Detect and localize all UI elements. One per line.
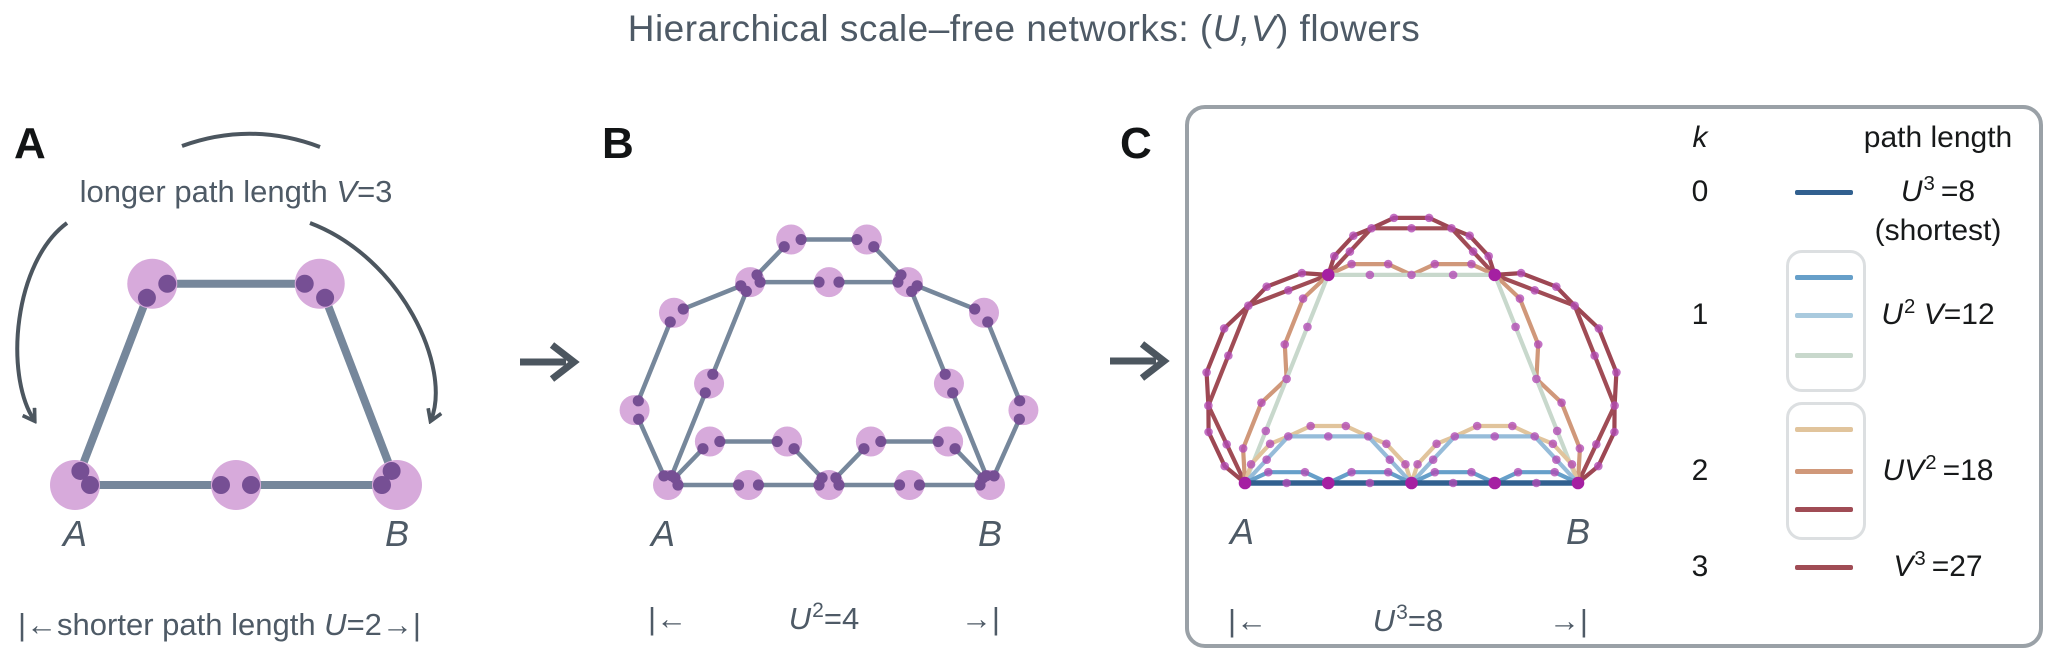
panel-a-network [50, 258, 422, 510]
curve-arrow-to-b [309, 221, 436, 420]
panel-c-caption-left: |← [1228, 603, 1268, 638]
panel-a-node-a-label: A [62, 513, 87, 554]
panel-c-node-a-label: A [1229, 511, 1254, 552]
panel-b-caption-formula: U2=4 [788, 599, 860, 636]
panel-b-caption-left: |← [648, 601, 688, 636]
panel-b-node-b-label: B [977, 513, 1002, 554]
panel-c-caption-formula: U3=8 [1372, 601, 1444, 638]
panel-a-caption: |←shorter path length U=2→| [18, 607, 421, 642]
panel-a-node-b-label: B [384, 513, 409, 554]
figure-title: Hierarchical scale–free networks: (U,V) … [0, 8, 2048, 50]
title-uv-italic: U,V [1212, 8, 1276, 49]
legend-header-path: path length [1863, 121, 2013, 154]
curve-top-arc [181, 131, 321, 149]
panel-c-letter: C [1120, 119, 1152, 168]
panel-a-letter: A [14, 119, 46, 168]
title-text: Hierarchical scale–free networks: ( [627, 8, 1213, 49]
curve-arrow-to-a [15, 221, 69, 420]
panel-b-network [619, 224, 1039, 500]
arrow-b-to-c-icon [1110, 341, 1170, 381]
panel-c-caption: |← U3=8 →| [1228, 601, 1588, 639]
panel-c-caption-right: →| [1548, 603, 1588, 638]
title-suffix: ) flowers [1275, 8, 1421, 49]
panel-b-letter: B [602, 119, 634, 168]
legend-header-k: k [1692, 121, 1708, 154]
panel-b-caption: |← U2=4 →| [648, 599, 1000, 637]
panel-c-frame [1185, 105, 2043, 648]
panel-b-caption-right: →| [960, 601, 1000, 636]
arrow-a-to-b-icon [520, 342, 580, 382]
panel-a-annotation: longer path length V=3 [79, 174, 393, 209]
panel-b-node-a-label: A [650, 513, 675, 554]
panel-c-node-b-label: B [1565, 511, 1590, 552]
